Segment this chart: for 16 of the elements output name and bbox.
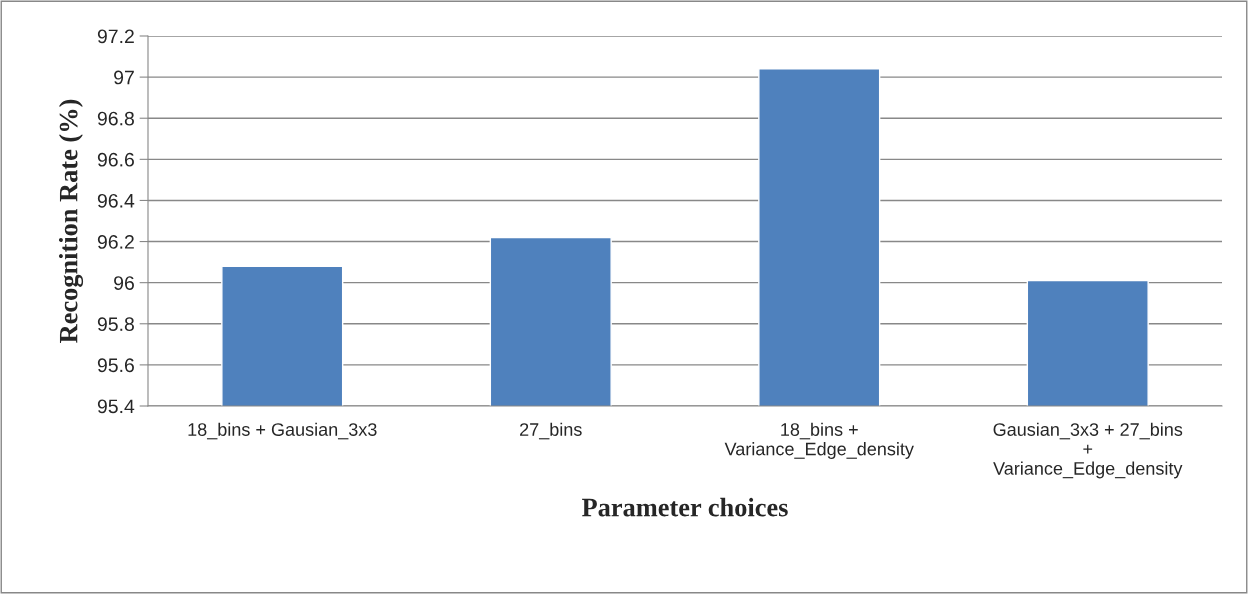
y-tick-label: 96.6: [97, 152, 134, 167]
y-tick-label: 96.4: [97, 193, 135, 208]
y-tick-label: 96.8: [97, 111, 134, 126]
y-tick-label: 96: [114, 276, 134, 290]
x-tick-label: 18_bins + Gausian_3x3: [188, 422, 377, 440]
y-tick-label: 95.8: [97, 317, 134, 332]
y-axis-title: Recognition Rate (%): [58, 99, 84, 343]
y-tick-label: 97.2: [97, 29, 134, 44]
x-tick-label: 27_bins: [520, 422, 582, 440]
x-tick-label: 18_bins + Variance_Edge_density: [724, 422, 914, 459]
y-tick-label: 97: [114, 70, 134, 85]
x-tick-label: Gausian_3x3 + 27_bins + Variance_Edge_density: [993, 422, 1183, 479]
y-tick-label: 95.6: [97, 358, 134, 373]
y-tick-label: 95.4: [97, 399, 135, 414]
x-axis-title: Parameter choices: [582, 497, 788, 517]
y-tick-label: 96.2: [97, 235, 134, 249]
